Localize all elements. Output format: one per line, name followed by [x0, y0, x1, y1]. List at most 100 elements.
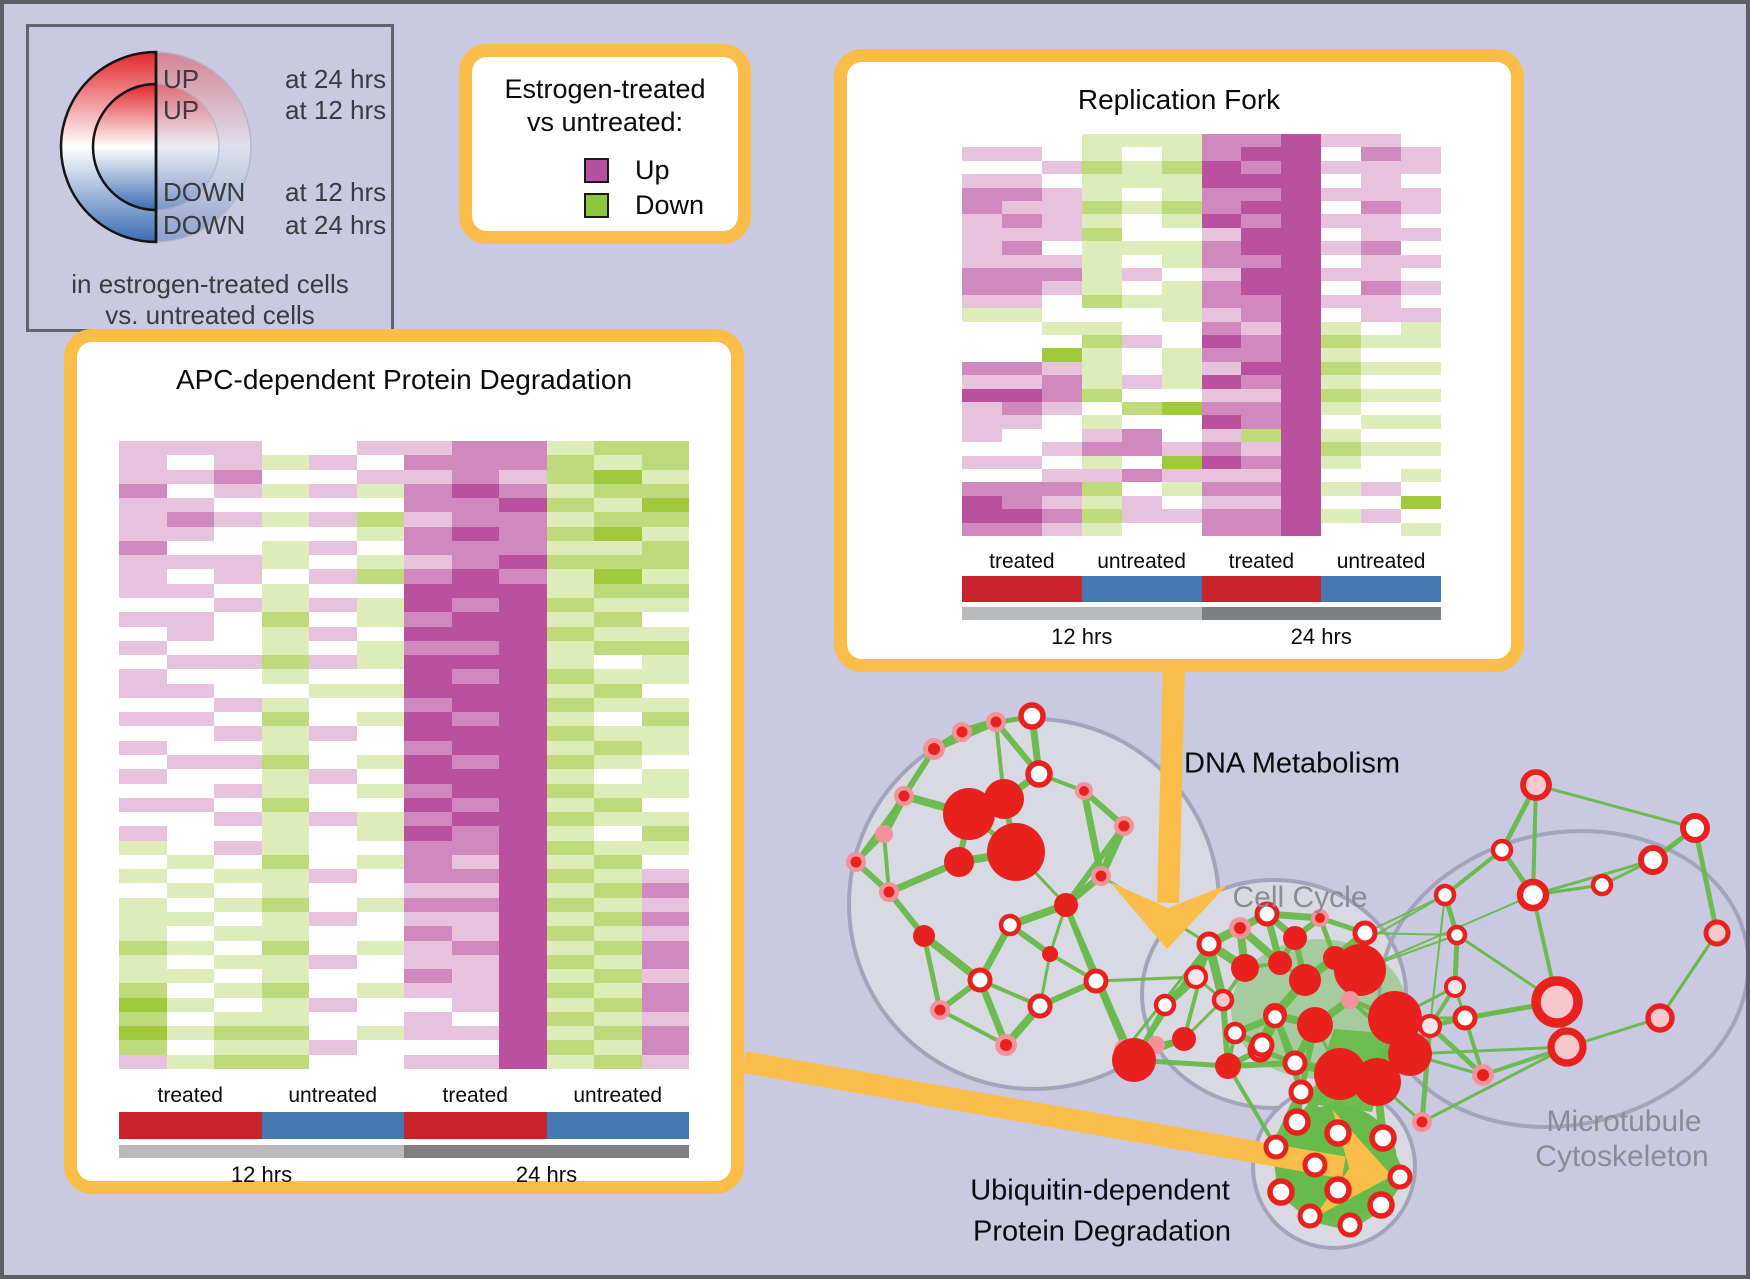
heatmap-cell [119, 712, 167, 727]
time-label-12: 12 hrs [230, 1162, 293, 1187]
heatmap-cell [404, 983, 452, 998]
heatmap-cell [1361, 482, 1402, 496]
network-node [1590, 873, 1614, 897]
heatmap-cell [1281, 254, 1322, 268]
heatmap-cell [309, 441, 357, 456]
heatmap-cell [594, 769, 642, 784]
heatmap-cell [962, 482, 1002, 496]
heatmap-cell [1001, 375, 1042, 389]
heatmap-cell [1081, 214, 1122, 228]
heatmap-cell [1321, 522, 1362, 536]
heatmap-cell [166, 726, 214, 741]
heatmap-cell [356, 555, 404, 570]
cluster-label: Cytoskeleton [1535, 1140, 1709, 1173]
heatmap-cell [641, 911, 689, 927]
heatmap-cell [1321, 294, 1362, 309]
heatmap-cell [546, 526, 594, 541]
heatmap-cell [1121, 254, 1162, 268]
heatmap-cell [451, 626, 499, 641]
heatmap-cell [404, 1040, 452, 1055]
heatmap-cell [119, 526, 167, 541]
updown-legend-title-1: Estrogen-treated [504, 74, 706, 104]
heatmap-cell [214, 812, 262, 827]
heatmap-cell [1361, 522, 1402, 536]
apc-panel: APC-dependent Protein Degradation treate… [64, 329, 744, 1194]
heatmap-cell [451, 983, 499, 998]
network-node [1417, 1013, 1443, 1039]
heatmap-cell [214, 469, 262, 484]
heatmap-cell [641, 726, 689, 741]
heatmap-cell [1201, 455, 1242, 469]
heatmap-cell [1281, 468, 1322, 483]
heatmap-cell [1401, 442, 1441, 456]
heatmap-cell [594, 612, 642, 627]
heatmap-cell [1121, 241, 1162, 255]
heatmap-cell [499, 626, 547, 641]
heatmap-cell [546, 640, 594, 656]
heatmap-cell [1321, 348, 1362, 362]
condition-label: untreated [1336, 550, 1426, 573]
heatmap-cell [594, 697, 642, 713]
heatmap-cell [1321, 187, 1362, 201]
heatmap-cell [1121, 147, 1162, 161]
heatmap-cell [309, 469, 357, 484]
heatmap-cell [1121, 361, 1162, 376]
network-edge [1095, 975, 1197, 983]
heatmap-cell [1281, 415, 1322, 429]
heatmap-cell [356, 854, 404, 870]
heatmap-cell [1361, 160, 1402, 175]
heatmap-cell [1121, 294, 1162, 309]
heatmap-cell [1001, 294, 1042, 309]
heatmap-cell [1401, 375, 1441, 389]
network-diagram [742, 663, 1746, 1250]
heatmap-cell [1001, 308, 1042, 322]
heatmap-cell [214, 498, 262, 513]
heatmap-cell [594, 812, 642, 827]
heatmap-cell [214, 883, 262, 898]
heatmap-cell [546, 626, 594, 641]
ring-legend-box: UP UP DOWN DOWN at 24 hrs at 12 hrs at 1… [26, 24, 394, 332]
heatmap-cell [1161, 428, 1202, 443]
heatmap-cell [641, 940, 689, 955]
heatmap-cell [1321, 281, 1362, 295]
condition-label: treated [1228, 550, 1295, 573]
heatmap-cell [962, 254, 1002, 268]
heatmap-cell [594, 954, 642, 970]
heatmap-cell [119, 954, 167, 970]
heatmap-cell [1081, 200, 1122, 215]
heatmap-cell [1401, 187, 1441, 201]
network-node [1263, 1134, 1289, 1160]
heatmap-cell [404, 597, 452, 613]
network-node-core [999, 1038, 1013, 1052]
heatmap-cell [166, 1026, 214, 1041]
heatmap-cell [119, 555, 167, 570]
heatmap-cell [451, 712, 499, 727]
heatmap-cell [641, 597, 689, 613]
heatmap-cell [451, 441, 499, 456]
heatmap-cell [1001, 509, 1042, 523]
heatmap-cell [1001, 455, 1042, 469]
heatmap-cell [261, 826, 309, 841]
network-node [875, 825, 893, 843]
heatmap-cell [309, 983, 357, 998]
heatmap-cell [1161, 147, 1202, 161]
heatmap-cell [261, 569, 309, 584]
heatmap-cell [546, 897, 594, 912]
heatmap-cell [1321, 509, 1362, 523]
heatmap-cell [546, 597, 594, 613]
network-node [1282, 1050, 1308, 1076]
heatmap-cell [1201, 482, 1242, 496]
heatmap-cell [1121, 174, 1162, 188]
heatmap-cell [1041, 147, 1082, 161]
heatmap-cell [641, 483, 689, 499]
heatmap-cell [451, 1054, 499, 1069]
network-node [984, 779, 1024, 819]
heatmap-cell [356, 640, 404, 656]
heatmap-cell [641, 840, 689, 855]
heatmap-cell [214, 940, 262, 955]
heatmap-cell [166, 926, 214, 941]
condition-bar [546, 1112, 689, 1139]
heatmap-cell [499, 869, 547, 884]
heatmap-cell [499, 640, 547, 656]
heatmap-cell [356, 726, 404, 741]
